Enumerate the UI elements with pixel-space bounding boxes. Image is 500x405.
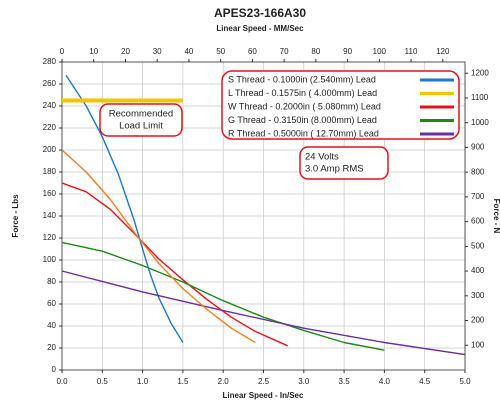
- y-tick-label: 40: [47, 321, 56, 330]
- x2-tick-label: 120: [436, 47, 450, 56]
- y2-tick-label: 1100: [471, 93, 489, 102]
- legend-label: W Thread - 0.2000in ( 5.080mm) Lead: [228, 101, 381, 111]
- x2-tick-label: 0: [60, 47, 65, 56]
- top-axis-label: Linear Speed - MM/Sec: [216, 24, 304, 33]
- y-tick-label: 20: [47, 343, 56, 352]
- x-tick-label: 4.5: [419, 377, 431, 386]
- y2-tick-label: 900: [471, 143, 485, 152]
- y2-tick-label: 800: [471, 167, 485, 176]
- x2-tick-label: 90: [343, 47, 352, 56]
- y-tick-label: 240: [43, 101, 57, 110]
- y2-tick-label: 1000: [471, 118, 489, 127]
- legend-label: S Thread - 0.1000in (2.540mm) Lead: [228, 74, 376, 84]
- y2-tick-label: 1200: [471, 68, 489, 77]
- y2-tick-label: 100: [471, 340, 485, 349]
- y2-tick-label: 700: [471, 192, 485, 201]
- annotation-box: [299, 146, 389, 180]
- x2-tick-label: 80: [311, 47, 320, 56]
- x2-tick-label: 30: [153, 47, 162, 56]
- x2-tick-label: 60: [248, 47, 257, 56]
- annotation-text: 3.0 Amp RMS: [305, 164, 364, 175]
- y-tick-label: 140: [43, 211, 57, 220]
- annotation-text: Recommended: [109, 109, 173, 120]
- y-tick-label: 180: [43, 167, 57, 176]
- x-tick-label: 1.0: [137, 377, 149, 386]
- y-tick-label: 220: [43, 123, 57, 132]
- x-tick-label: 5.0: [459, 377, 471, 386]
- x2-tick-label: 40: [184, 47, 193, 56]
- series-line: [61, 149, 256, 344]
- x-tick-label: 3.5: [339, 377, 351, 386]
- y2-tick-label: 500: [471, 241, 485, 250]
- legend-label: L Thread - 0.1575in ( 4.000mm) Lead: [228, 88, 377, 98]
- x2-tick-label: 20: [121, 47, 130, 56]
- series-line: [61, 182, 288, 347]
- series-line: [61, 241, 385, 351]
- x2-tick-label: 10: [89, 47, 98, 56]
- y-tick-label: 280: [43, 57, 57, 66]
- y-tick-label: 0: [52, 365, 57, 374]
- series-line: [65, 74, 184, 343]
- annotation-box: [99, 103, 183, 137]
- x2-tick-label: 100: [373, 47, 387, 56]
- legend-label: G Thread - 0.3150in (8.000mm) Lead: [228, 115, 377, 125]
- x-tick-label: 2.5: [258, 377, 270, 386]
- x2-tick-label: 110: [405, 47, 418, 56]
- x2-tick-label: 50: [216, 47, 225, 56]
- legend-box: [221, 70, 460, 140]
- annotation-text: 24 Volts: [305, 152, 339, 163]
- chart-title: APES23-166A30: [214, 6, 306, 20]
- x-tick-label: 3.0: [298, 377, 310, 386]
- y-tick-label: 200: [43, 145, 57, 154]
- y2-tick-label: 400: [471, 266, 485, 275]
- x-tick-label: 4.0: [379, 377, 391, 386]
- annotation-text: Load Limit: [119, 121, 163, 132]
- x-axis-label: Linear Speed - In/Sec: [223, 391, 304, 400]
- y2-tick-label: 300: [471, 291, 485, 300]
- y-tick-label: 160: [43, 189, 57, 198]
- y-tick-label: 100: [43, 255, 57, 264]
- y-tick-label: 260: [43, 79, 57, 88]
- y-tick-label: 120: [43, 233, 57, 242]
- y2-tick-label: 200: [471, 316, 485, 325]
- x-tick-label: 0.0: [56, 377, 68, 386]
- y-tick-label: 60: [47, 299, 56, 308]
- y-axis-label: Force - Lbs: [11, 194, 20, 238]
- series-line: [61, 270, 466, 356]
- y2-tick-label: 600: [471, 217, 485, 226]
- x2-tick-label: 70: [280, 47, 289, 56]
- y-tick-label: 80: [47, 277, 56, 286]
- x-tick-label: 1.5: [177, 377, 189, 386]
- x-tick-label: 0.5: [97, 377, 109, 386]
- y2-axis-label: Force - N: [492, 199, 500, 234]
- legend-label: R Thread - 0.5000in ( 12.70mm) Lead: [228, 128, 379, 138]
- x-tick-label: 2.0: [218, 377, 230, 386]
